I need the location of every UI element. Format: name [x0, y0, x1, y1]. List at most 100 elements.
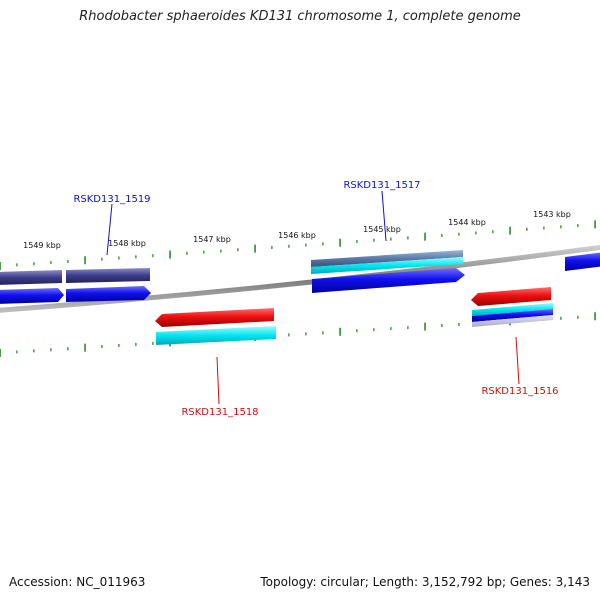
- cds-feature[interactable]: [472, 315, 553, 327]
- major-tick: [509, 226, 511, 235]
- minor-tick: [356, 239, 358, 243]
- accession-text: Accession: NC_011963: [9, 575, 146, 589]
- major-tick: [594, 312, 596, 321]
- gene-arrow[interactable]: [312, 268, 465, 293]
- leader-line: [381, 190, 387, 242]
- cds-feature[interactable]: [156, 326, 276, 345]
- major-tick: [339, 238, 341, 247]
- minor-tick: [101, 257, 103, 261]
- minor-tick: [203, 250, 205, 254]
- minor-tick: [135, 342, 137, 346]
- gene-arrow[interactable]: [155, 308, 274, 327]
- major-tick: [424, 322, 426, 331]
- scale-labels: 1549 kbp 1548 kbp 1547 kbp 1546 kbp 1545…: [23, 210, 571, 250]
- minor-tick: [67, 259, 69, 263]
- minor-tick: [152, 341, 154, 345]
- minor-tick: [237, 248, 239, 252]
- forward-strand-features: [0, 250, 600, 304]
- minor-tick: [560, 225, 562, 229]
- kbp-label: 1547 kbp: [193, 235, 231, 244]
- major-tick: [84, 343, 86, 352]
- gene-arrow[interactable]: [66, 286, 151, 302]
- minor-tick: [288, 333, 290, 337]
- minor-tick: [475, 231, 477, 235]
- gene-arrow[interactable]: [471, 287, 551, 306]
- major-tick: [169, 250, 171, 259]
- minor-tick: [390, 327, 392, 331]
- cds-feature[interactable]: [472, 309, 553, 322]
- kbp-label: 1543 kbp: [533, 210, 571, 219]
- minor-tick: [50, 261, 52, 265]
- gene-arrow[interactable]: [565, 252, 600, 271]
- leader-line: [515, 336, 520, 385]
- genome-stats-text: Topology: circular; Length: 3,152,792 bp…: [260, 575, 590, 589]
- minor-tick: [577, 315, 579, 319]
- minor-tick: [441, 324, 443, 328]
- minor-tick: [67, 347, 69, 351]
- minor-tick: [441, 233, 443, 237]
- minor-tick: [390, 237, 392, 241]
- gene-labels: RSKD131_1519 RSKD131_1517 RSKD131_1518 R…: [73, 180, 558, 418]
- minor-tick: [560, 316, 562, 320]
- reverse-strand-features: [155, 287, 553, 345]
- leader-line: [216, 356, 220, 405]
- kbp-label: 1548 kbp: [108, 239, 146, 248]
- minor-tick: [322, 242, 324, 246]
- minor-tick: [322, 331, 324, 335]
- minor-tick: [407, 236, 409, 240]
- cds-feature[interactable]: [66, 268, 150, 283]
- minor-tick: [220, 249, 222, 253]
- minor-tick: [407, 326, 409, 330]
- gene-label-rskd131-1518[interactable]: RSKD131_1518: [181, 407, 258, 418]
- minor-tick: [492, 230, 494, 234]
- outer-tick-marks: [0, 220, 596, 270]
- cds-feature[interactable]: [0, 270, 62, 285]
- major-tick: [594, 220, 596, 229]
- minor-tick: [458, 232, 460, 236]
- kbp-label: 1545 kbp: [363, 225, 401, 234]
- minor-tick: [288, 244, 290, 248]
- gene-label-rskd131-1519[interactable]: RSKD131_1519: [73, 194, 150, 205]
- major-tick: [0, 262, 1, 270]
- minor-tick: [16, 263, 18, 267]
- minor-tick: [356, 329, 358, 333]
- cds-feature[interactable]: [472, 303, 553, 316]
- cds-feature[interactable]: [311, 257, 463, 274]
- minor-tick: [118, 256, 120, 260]
- chromosome-backbone: [0, 244, 600, 313]
- kbp-label: 1544 kbp: [448, 218, 486, 227]
- minor-tick: [271, 245, 273, 249]
- minor-tick: [101, 345, 103, 349]
- kbp-label: 1549 kbp: [23, 241, 61, 250]
- minor-tick: [305, 332, 307, 336]
- minor-tick: [152, 254, 154, 258]
- major-tick: [424, 232, 426, 241]
- minor-tick: [373, 238, 375, 242]
- minor-tick: [135, 255, 137, 259]
- minor-tick: [526, 227, 528, 231]
- major-tick: [84, 256, 86, 265]
- minor-tick: [33, 349, 35, 353]
- minor-tick: [305, 243, 307, 247]
- major-tick: [0, 349, 1, 357]
- gene-label-rskd131-1517[interactable]: RSKD131_1517: [343, 180, 420, 191]
- minor-tick: [458, 323, 460, 327]
- minor-tick: [577, 224, 579, 228]
- minor-tick: [50, 348, 52, 352]
- minor-tick: [373, 328, 375, 332]
- label-leaders: [106, 190, 520, 405]
- kbp-label: 1546 kbp: [278, 231, 316, 240]
- minor-tick: [543, 226, 545, 230]
- genome-title: Rhodobacter sphaeroides KD131 chromosome…: [79, 9, 521, 24]
- minor-tick: [186, 251, 188, 255]
- major-tick: [254, 244, 256, 253]
- major-tick: [339, 327, 341, 336]
- minor-tick: [33, 262, 35, 266]
- gene-arrow[interactable]: [0, 288, 64, 304]
- leader-line: [106, 203, 113, 256]
- minor-tick: [118, 344, 120, 347]
- cds-feature[interactable]: [311, 250, 463, 267]
- gene-label-rskd131-1516[interactable]: RSKD131_1516: [481, 386, 558, 397]
